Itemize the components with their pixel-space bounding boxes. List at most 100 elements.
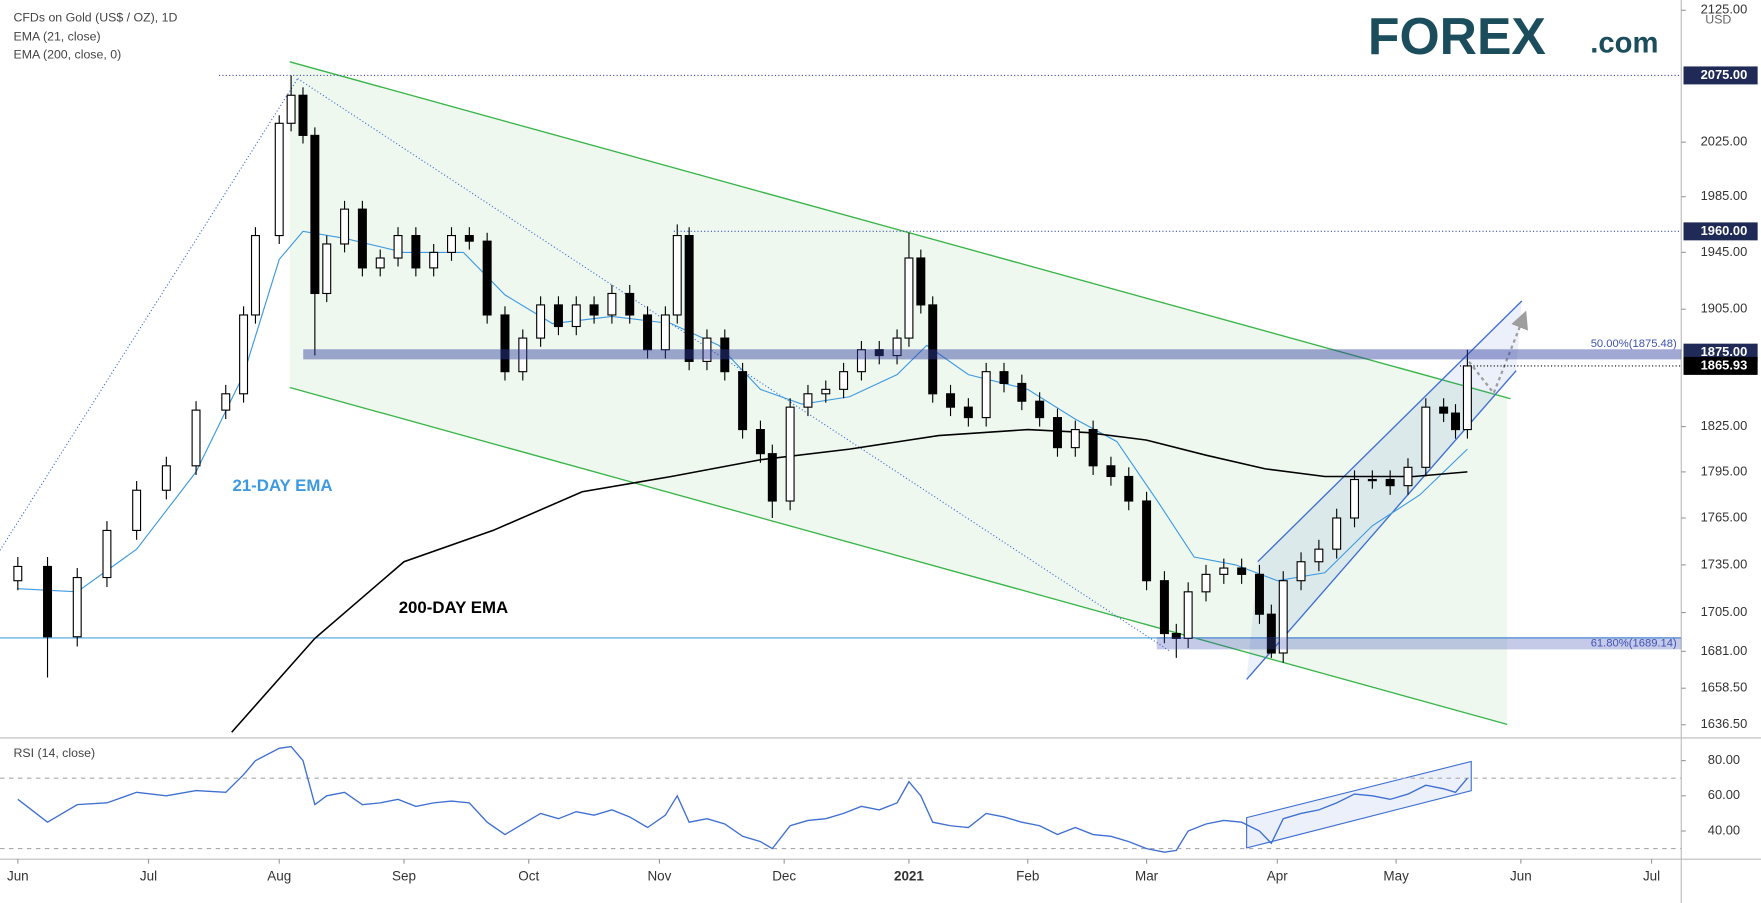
candle-body [43, 565, 53, 638]
indicator-label: EMA (21, close) [13, 29, 100, 43]
x-tick-label: Feb [1016, 869, 1039, 884]
candle-body [1201, 573, 1211, 593]
y-tick-label: 2025.00 [1701, 134, 1748, 149]
channel-line [1257, 300, 1523, 563]
candle-body [755, 429, 765, 455]
candle-body [1106, 465, 1116, 478]
x-tick-label: Oct [518, 869, 539, 884]
candle-body [672, 235, 682, 316]
candle-body [375, 257, 385, 269]
rsi-channel [1246, 760, 1472, 849]
candle-body [161, 465, 171, 491]
y-tick-label: 1636.50 [1701, 716, 1748, 731]
rising-channel [1246, 301, 1522, 680]
candle-body [1237, 567, 1247, 575]
candle-body [607, 292, 617, 316]
candle-body [1314, 548, 1324, 563]
x-tick-label: 2021 [894, 869, 924, 884]
x-tick-label: Dec [772, 869, 796, 884]
ema-line [231, 428, 1468, 733]
candle-body [1385, 478, 1395, 487]
candle-body [1350, 478, 1360, 519]
fib-line [297, 78, 1171, 652]
x-tick-label: Nov [647, 869, 671, 884]
candle-body [767, 453, 777, 502]
candle-body [916, 257, 926, 306]
candle-body [1142, 500, 1152, 582]
y-tick-label: 2125.00 [1701, 2, 1748, 17]
candle-body [274, 122, 284, 237]
candle-body [553, 304, 563, 328]
candle-body [340, 208, 350, 245]
candle-body [482, 240, 492, 316]
candle-body [1159, 580, 1169, 635]
candle-body [1403, 466, 1413, 487]
candle-body [536, 304, 546, 339]
candle-body [132, 489, 142, 531]
candle-body [643, 314, 653, 351]
y-tick-label: 1905.00 [1701, 301, 1748, 316]
candle-body [981, 371, 991, 419]
candle-body [429, 251, 439, 269]
y-tick-label: 1658.50 [1701, 680, 1748, 695]
candle-body [999, 371, 1009, 385]
channel-line [289, 386, 1508, 726]
currency: USD [1705, 13, 1731, 27]
candle-body [803, 393, 813, 408]
candle-body [250, 235, 260, 316]
candle-body [785, 406, 795, 502]
candle-body [1088, 429, 1098, 467]
last-price-label: 1865.93 [1701, 357, 1748, 372]
candle-body [286, 94, 296, 124]
x-tick-label: Apr [1267, 869, 1288, 884]
x-tick-label: Jul [1643, 869, 1660, 884]
candle-body [447, 235, 456, 253]
x-tick-label: Jun [1510, 869, 1532, 884]
logo-suffix: .com [1590, 28, 1658, 60]
y-tick-label: 1945.00 [1701, 244, 1748, 259]
candle-body [13, 565, 23, 582]
ema-line [17, 230, 1468, 593]
level-band [303, 349, 1682, 360]
x-tick-label: Sep [392, 869, 416, 884]
candle-body [625, 292, 635, 316]
candle-body [500, 314, 510, 373]
candle-body [963, 406, 973, 419]
candle-body [839, 371, 849, 390]
rsi-tick-label: 40.00 [1708, 822, 1740, 837]
candle-body [589, 304, 599, 316]
rsi-line [17, 745, 1468, 853]
candle-body [1017, 382, 1027, 402]
x-tick-label: Mar [1135, 869, 1159, 884]
channel-line [289, 61, 1511, 400]
candle-body [946, 393, 956, 408]
logo-brand: FOREX [1368, 7, 1546, 65]
candle-body [1278, 580, 1288, 654]
candle-body [298, 94, 308, 136]
level-marker [1683, 66, 1758, 85]
y-tick-label: 1825.00 [1701, 418, 1748, 433]
candle-body [411, 235, 421, 269]
candle-body [518, 337, 528, 373]
level-marker [1683, 222, 1758, 241]
fib-label: 61.80%(1689.14) [1591, 638, 1677, 650]
rsi-tick-label: 60.00 [1708, 787, 1740, 802]
candle-body [1183, 591, 1193, 639]
candle-body [357, 208, 367, 269]
candle-body [684, 235, 694, 362]
candle-body [1451, 412, 1461, 431]
candle-body [821, 388, 831, 395]
y-tick-label: 1681.00 [1701, 643, 1748, 658]
candle-body [322, 243, 332, 295]
candle-body [1171, 632, 1181, 639]
price-pane [13, 75, 1472, 733]
last-price-marker [1683, 356, 1758, 375]
y-tick-label: 1705.00 [1701, 604, 1748, 619]
candle-body [1254, 573, 1264, 615]
chart-title: CFDs on Gold (US$ / OZ), 1D [13, 10, 177, 24]
indicator-label: EMA (200, close, 0) [13, 47, 121, 61]
candle-body [892, 337, 902, 357]
